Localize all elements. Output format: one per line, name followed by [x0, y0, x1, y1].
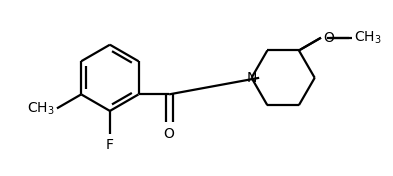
- Text: O: O: [164, 127, 174, 142]
- Text: F: F: [106, 138, 114, 152]
- Text: CH$_3$: CH$_3$: [354, 30, 381, 46]
- Text: O: O: [323, 31, 334, 45]
- Text: N: N: [246, 71, 257, 85]
- Text: CH$_3$: CH$_3$: [27, 100, 54, 117]
